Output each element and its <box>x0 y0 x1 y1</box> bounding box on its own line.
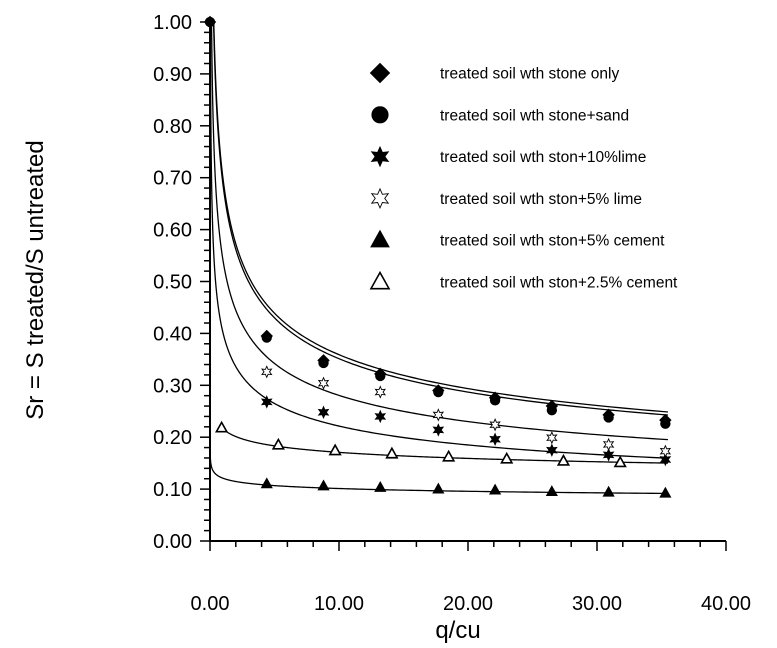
data-point-series-4 <box>432 408 445 422</box>
x-tick-label: 10.00 <box>314 593 364 615</box>
data-point-series-2 <box>660 418 671 429</box>
x-axis-title: q/cu <box>435 617 480 644</box>
x-tick-label: 30.00 <box>572 593 622 615</box>
y-tick-label: 0.40 <box>153 323 192 345</box>
data-point-series-6 <box>385 446 399 459</box>
data-point-series-6 <box>556 453 571 466</box>
data-point-series-2 <box>261 332 272 343</box>
data-point-series-2 <box>433 386 444 398</box>
data-point-series-3 <box>432 423 445 437</box>
data-point-series-5 <box>489 483 502 495</box>
data-point-series-2 <box>489 395 501 406</box>
data-point-series-3 <box>546 443 558 457</box>
data-point-series-5 <box>432 482 445 494</box>
legend-label-1: treated soil wth stone only <box>440 66 619 83</box>
data-point-series-2 <box>318 357 329 369</box>
legend-label-5: treated soil wth ston+5% cement <box>440 233 665 250</box>
data-point-series-2 <box>204 16 216 28</box>
data-point-series-4 <box>489 418 501 432</box>
legend-marker-3 <box>370 145 390 168</box>
data-point-series-6 <box>328 443 342 456</box>
data-point-series-3 <box>260 395 273 409</box>
y-tick-label: 0.80 <box>153 116 192 138</box>
data-point-series-2 <box>546 405 558 416</box>
fit-curve-4 <box>210 21 668 441</box>
legend-label-4: treated soil wth ston+5% lime <box>440 191 642 208</box>
y-tick-label: 1.00 <box>153 12 192 34</box>
data-point-series-4 <box>374 385 387 399</box>
data-point-series-6 <box>271 437 285 450</box>
data-point-series-6 <box>442 449 456 462</box>
data-point-series-5 <box>659 486 672 498</box>
data-point-series-5 <box>260 477 273 489</box>
legend-marker-2 <box>371 106 389 124</box>
data-point-series-4 <box>602 437 615 452</box>
legend-marker-1 <box>369 62 391 84</box>
x-tick-label: 40.00 <box>701 593 751 615</box>
fit-curves <box>209 21 669 495</box>
data-point-series-5 <box>317 479 330 491</box>
data-point-series-3 <box>602 448 615 462</box>
legend-label-2: treated soil wth stone+sand <box>440 107 629 124</box>
data-point-series-3 <box>489 432 501 447</box>
y-axis-title: Sr = S treated/S untreated <box>22 140 49 420</box>
legend-label-3: treated soil wth ston+10%lime <box>440 149 646 166</box>
fit-curve-3 <box>209 21 668 459</box>
y-tick-label: 0.90 <box>153 64 192 86</box>
fit-curve-6 <box>219 425 668 464</box>
data-point-series-2 <box>603 412 614 423</box>
data-point-series-4 <box>546 431 558 445</box>
y-tick-label: 0.70 <box>153 168 192 190</box>
data-point-series-5 <box>545 485 558 497</box>
fit-curve-5 <box>209 455 668 495</box>
y-tick-label: 0.10 <box>153 479 192 501</box>
x-tick-label: 0.00 <box>191 593 230 615</box>
legend: treated soil wth stone only treated soil … <box>369 62 678 292</box>
legend-marker-6 <box>369 270 391 290</box>
data-point-series-5 <box>602 485 615 497</box>
data-point-series-4 <box>317 376 330 390</box>
data-point-series-6 <box>500 451 514 464</box>
y-tick-label: 0.20 <box>153 427 192 449</box>
legend-marker-5 <box>370 229 390 248</box>
data-point-series-3 <box>317 405 330 420</box>
data-point-series-6 <box>613 455 627 468</box>
y-tick-label: 0.60 <box>153 220 192 242</box>
data-point-series-4 <box>261 365 273 379</box>
x-tick-label: 20.00 <box>443 593 493 615</box>
legend-marker-4 <box>370 187 390 210</box>
data-point-series-2 <box>375 370 386 382</box>
legend-label-6: treated soil wth ston+2.5% cement <box>440 275 678 292</box>
data-point-series-3 <box>374 409 387 424</box>
y-tick-label: 0.00 <box>153 531 192 553</box>
y-tick-label: 0.50 <box>153 272 192 294</box>
data-point-series-3 <box>659 452 672 467</box>
axes: 0.00 0.10 0.20 0.30 0.40 0.50 0.60 0.70 0.80 0.90… <box>153 12 751 615</box>
data-point-series-6 <box>215 420 229 433</box>
data-points <box>203 15 672 498</box>
y-tick-label: 0.30 <box>153 375 192 397</box>
data-point-series-5 <box>374 481 387 492</box>
data-point-series-4 <box>659 444 672 458</box>
